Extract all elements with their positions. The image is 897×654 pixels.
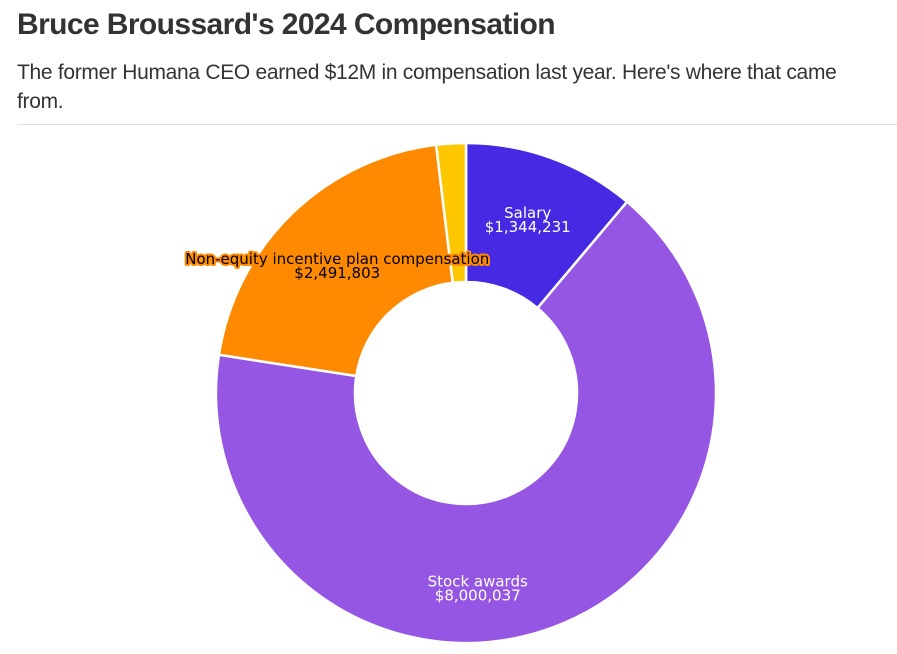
donut-labels: Salary$1,344,231 Stock awards$8,000,037 No…	[183, 204, 571, 605]
slice-stock-awards[interactable]	[214, 200, 718, 645]
label-non-equity-incentive-plan-compensation: Non-equity incentive plan compensation	[185, 250, 489, 268]
value-label-stock-awards: $8,000,037	[435, 587, 521, 605]
label-stock-awards: Stock awards	[428, 573, 528, 591]
header-divider	[17, 124, 897, 125]
donut-slices	[214, 141, 718, 645]
label-salary: Salary	[504, 204, 551, 222]
value-label-non-equity-incentive-plan-compensation: $2,491,803	[294, 264, 380, 282]
chart-title: Bruce Broussard's 2024 Compensation	[17, 8, 556, 41]
slice-other[interactable]	[434, 141, 468, 285]
value-label-salary: $1,344,231	[485, 218, 571, 236]
slice-non-equity-incentive-plan-compensation[interactable]	[217, 143, 454, 378]
chart-subtitle: The former Humana CEO earned $12M in com…	[17, 61, 837, 113]
slice-salary[interactable]	[464, 141, 629, 310]
